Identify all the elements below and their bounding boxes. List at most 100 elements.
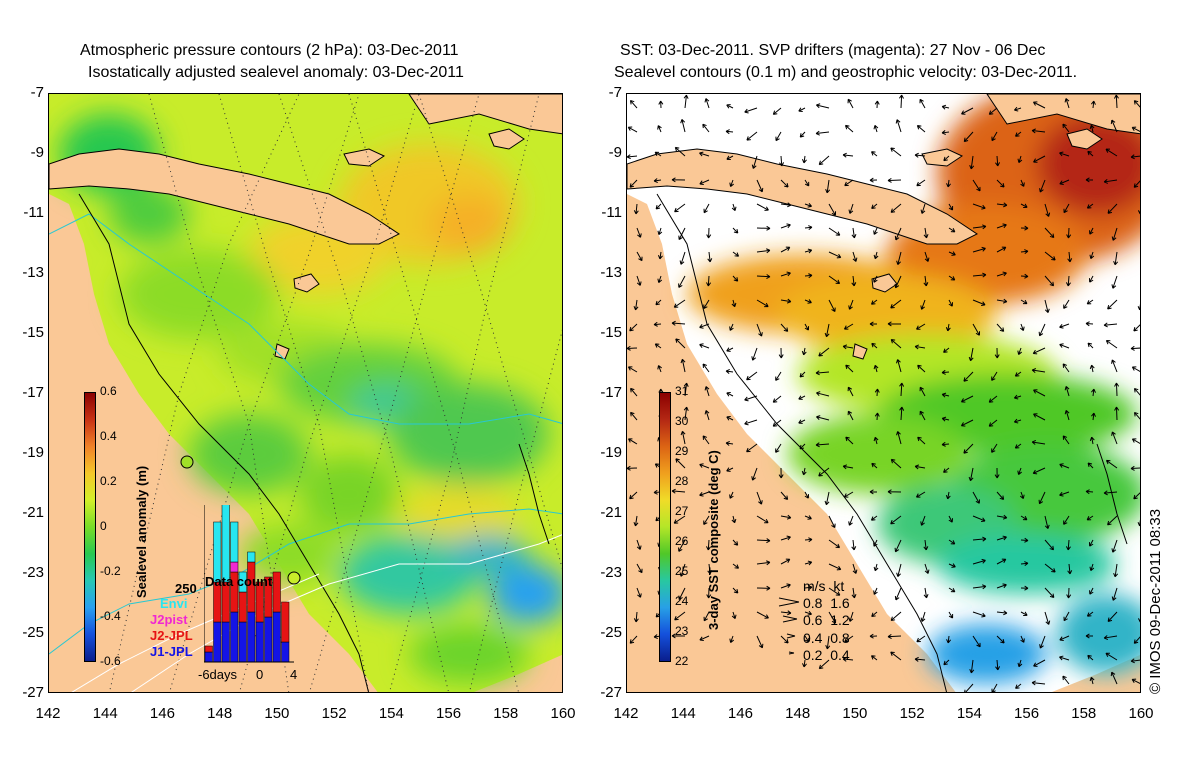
- data-count-legend-entry: J2pist: [150, 612, 188, 627]
- y-tick-label: -21: [600, 504, 622, 521]
- velocity-arrow: [699, 463, 710, 469]
- velocity-arrow: [746, 443, 758, 453]
- velocity-arrow: [842, 152, 854, 158]
- velocity-arrow: [963, 131, 974, 143]
- velocity-arrow: [988, 107, 998, 115]
- velocity-arrow: [1086, 299, 1094, 305]
- velocity-arrow: [629, 179, 638, 188]
- x-tick-label: 144: [670, 705, 696, 722]
- velocity-arrow: [1067, 563, 1073, 575]
- velocity-arrow: [1111, 587, 1118, 601]
- velocity-arrow: [1089, 364, 1095, 373]
- velocity-arrow: [870, 299, 878, 305]
- data-count-bar: [255, 581, 264, 623]
- velocity-arrow: [915, 491, 926, 498]
- velocity-arrow: [948, 515, 953, 523]
- velocity-arrow: [678, 275, 686, 288]
- velocity-arrow: [804, 610, 812, 616]
- velocity-arrow: [1133, 492, 1140, 500]
- velocity-arrow: [1039, 635, 1046, 649]
- velocity-arrow: [802, 659, 807, 668]
- colorbar-tick-label: 24: [675, 594, 689, 608]
- velocity-arrow: [1065, 275, 1071, 287]
- x-tick-label: 148: [207, 705, 233, 722]
- velocity-arrow: [991, 443, 998, 453]
- velocity-arrow: [1089, 587, 1094, 595]
- velocity-arrow: [842, 344, 854, 350]
- velocity-arrow: [731, 203, 737, 212]
- x-tick-label: 158: [493, 705, 519, 722]
- data-count-legend-entry: J2-JPL: [150, 628, 193, 643]
- velocity-arrow: [1089, 563, 1095, 572]
- velocity-arrow: [799, 443, 806, 450]
- velocity-arrow: [674, 611, 686, 621]
- velocity-arrow: [963, 443, 974, 454]
- velocity-arrow: [1107, 611, 1118, 622]
- velocity-arrow: [678, 539, 686, 552]
- velocity-arrow: [1110, 119, 1118, 133]
- velocity-arrow: [1133, 100, 1140, 108]
- velocity-arrow: [1033, 659, 1046, 667]
- velocity-arrow: [845, 364, 854, 373]
- velocity-arrow: [680, 119, 686, 133]
- velocity-arrow: [991, 371, 998, 381]
- velocity-legend-header: m/s kt: [803, 578, 845, 594]
- velocity-legend-arrows: [778, 597, 800, 655]
- data-count-bar: [281, 601, 290, 643]
- velocity-arrow: [828, 275, 841, 285]
- velocity-arrow: [896, 563, 902, 577]
- velocity-arrow: [683, 406, 689, 421]
- velocity-arrow: [1063, 203, 1070, 214]
- sealevel-colorbar: [84, 392, 96, 662]
- velocity-arrow: [945, 323, 951, 332]
- velocity-arrow: [815, 370, 830, 376]
- velocity-arrow: [919, 386, 926, 397]
- velocity-arrow: [969, 155, 975, 170]
- velocity-arrow: [731, 611, 737, 620]
- velocity-arrow: [890, 203, 902, 213]
- velocity-arrow: [1086, 611, 1094, 617]
- velocity-arrow: [1059, 343, 1070, 349]
- velocity-arrow: [699, 343, 710, 349]
- velocity-arrow: [756, 179, 764, 193]
- inset-xtick-0: 0: [256, 667, 264, 682]
- velocity-arrow: [1133, 387, 1140, 396]
- velocity-arrow: [726, 347, 734, 352]
- velocity-arrow: [673, 299, 686, 308]
- sealevel-anomaly-map: [48, 93, 563, 693]
- y-tick-label: -9: [30, 144, 44, 161]
- velocity-arrow: [704, 386, 710, 397]
- velocity-arrow: [703, 299, 710, 309]
- velocity-arrow: [1089, 251, 1095, 260]
- velocity-arrow: [816, 415, 830, 421]
- velocity-arrow: [775, 371, 782, 381]
- velocity-arrow: [744, 395, 758, 402]
- velocity-arrow: [824, 323, 830, 338]
- velocity-arrow: [890, 515, 902, 525]
- inset-xtick-4: 4: [290, 667, 298, 682]
- velocity-arrow: [725, 440, 734, 446]
- velocity-arrow: [941, 392, 950, 398]
- velocity-arrow: [1111, 359, 1118, 373]
- velocity-arrow: [828, 515, 836, 529]
- velocity-arrow: [1103, 179, 1118, 184]
- y-tick-label: -19: [600, 444, 622, 461]
- x-tick-label: 148: [785, 705, 811, 722]
- x-tick-label: 154: [378, 705, 404, 722]
- velocity-arrow: [1031, 128, 1046, 134]
- velocity-arrow: [732, 227, 739, 234]
- velocity-arrow: [972, 491, 980, 504]
- velocity-arrow: [873, 251, 879, 260]
- velocity-arrow: [804, 491, 810, 499]
- velocity-arrow: [683, 94, 689, 109]
- velocity-arrow: [703, 515, 710, 525]
- velocity-arrow: [1130, 345, 1140, 351]
- ocean-anomaly-field: [49, 94, 562, 692]
- data-count-title: Data count: [205, 574, 273, 589]
- velocity-arrow: [818, 347, 830, 357]
- land-masses: [627, 94, 1140, 360]
- velocity-arrow: [732, 539, 739, 546]
- imos-credit: © IMOS 09-Dec-2011 08:33: [1147, 508, 1164, 694]
- velocity-arrow: [633, 299, 639, 311]
- velocity-arrow: [828, 539, 841, 549]
